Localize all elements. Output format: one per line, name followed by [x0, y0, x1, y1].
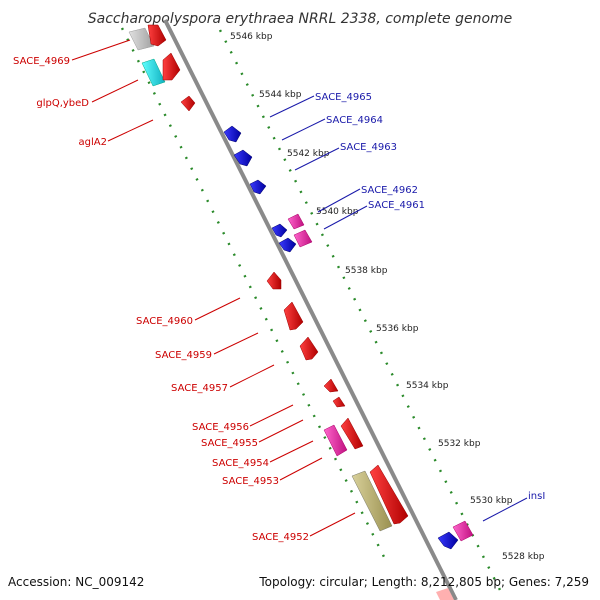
gene-feature[interactable]: [147, 24, 167, 47]
gene-label[interactable]: SACE_4960: [136, 316, 193, 327]
tick-label: 5532 kbp: [438, 439, 481, 449]
tick-label: 5530 kbp: [470, 496, 513, 506]
gene-feature[interactable]: [278, 237, 297, 253]
gene-label[interactable]: SACE_4962: [361, 185, 418, 196]
gene-feature[interactable]: [437, 531, 459, 550]
leader-line: [91, 79, 139, 103]
accession-text: Accession: NC_009142: [8, 575, 144, 589]
gene-feature[interactable]: [283, 301, 304, 331]
gene-label[interactable]: SACE_4954: [212, 458, 269, 469]
gene-feature[interactable]: [369, 464, 409, 525]
tick-label: 5542 kbp: [287, 149, 330, 159]
gene-label[interactable]: SACE_4953: [222, 476, 279, 487]
leader-line: [269, 95, 315, 118]
leader-line: [258, 419, 304, 443]
gene-feature[interactable]: [180, 95, 196, 112]
gene-feature[interactable]: [287, 213, 305, 230]
leader-line: [294, 147, 340, 171]
gene-label[interactable]: SACE_4965: [315, 92, 372, 103]
tick-label: 5544 kbp: [259, 90, 302, 100]
reverse-strand-features: [128, 24, 454, 600]
gene-feature[interactable]: [233, 149, 253, 167]
gene-label[interactable]: SACE_4969: [13, 56, 70, 67]
leader-line: [229, 364, 275, 388]
tick-label: 5540 kbp: [316, 207, 359, 217]
leader-line: [317, 188, 361, 213]
outer-guide-line: [218, 29, 502, 591]
gene-feature[interactable]: [332, 396, 346, 408]
gene-feature[interactable]: [293, 229, 313, 248]
gene-feature[interactable]: [323, 378, 339, 393]
gene-feature[interactable]: [266, 271, 282, 290]
leader-line: [309, 512, 356, 537]
tick-labels: 5546 kbp 5544 kbp 5542 kbp 5540 kbp 5538…: [230, 32, 545, 562]
gene-feature[interactable]: [128, 27, 155, 51]
leader-line: [249, 404, 294, 427]
reverse-labels: SACE_4969 glpQ,ybeD aglA2 SACE_4960 SACE…: [13, 56, 309, 543]
leader-line: [71, 39, 131, 61]
gene-label[interactable]: SACE_4952: [252, 532, 309, 543]
gene-label[interactable]: SACE_4959: [155, 350, 212, 361]
summary-text: Topology: circular; Length: 8,212,805 bp…: [258, 575, 589, 589]
gene-label[interactable]: SACE_4964: [326, 115, 383, 126]
gene-feature[interactable]: [351, 470, 393, 532]
gene-feature[interactable]: [340, 417, 364, 450]
forward-strand-features: [223, 125, 474, 550]
reverse-label-leaders: [71, 39, 356, 537]
gene-feature[interactable]: [436, 588, 454, 600]
leader-line: [279, 457, 323, 481]
gene-feature[interactable]: [323, 424, 348, 457]
tick-label: 5546 kbp: [230, 32, 273, 42]
leader-line: [482, 497, 528, 522]
genome-backbone: [163, 19, 458, 600]
gene-feature[interactable]: [223, 125, 242, 143]
forward-label-leaders: [269, 95, 528, 522]
gene-feature[interactable]: [141, 58, 166, 87]
tick-label: 5528 kbp: [502, 552, 545, 562]
gene-label[interactable]: glpQ,ybeD: [36, 98, 89, 109]
gene-label[interactable]: aglA2: [79, 137, 107, 148]
leader-line: [107, 119, 154, 142]
tick-label: 5538 kbp: [345, 266, 388, 276]
leader-line: [194, 297, 241, 321]
leader-line: [269, 440, 314, 463]
tick-label: 5536 kbp: [376, 324, 419, 334]
gene-feature[interactable]: [299, 336, 319, 361]
gene-label[interactable]: SACE_4957: [171, 383, 228, 394]
leader-line: [213, 332, 259, 355]
leader-line: [281, 118, 326, 141]
map-title: Saccharopolyspora erythraea NRRL 2338, c…: [88, 11, 513, 27]
gene-label[interactable]: insI: [528, 491, 545, 502]
gene-label[interactable]: SACE_4963: [340, 142, 397, 153]
gene-label[interactable]: SACE_4955: [201, 438, 258, 449]
forward-labels: SACE_4965 SACE_4964 SACE_4963 SACE_4962 …: [315, 92, 545, 502]
gene-label[interactable]: SACE_4956: [192, 422, 249, 433]
gene-feature[interactable]: [249, 179, 267, 195]
gene-feature[interactable]: [271, 223, 288, 238]
tick-label: 5534 kbp: [406, 381, 449, 391]
leader-line: [323, 205, 368, 230]
gene-label[interactable]: SACE_4961: [368, 200, 425, 211]
gene-feature[interactable]: [452, 520, 474, 542]
gene-feature[interactable]: [162, 52, 181, 81]
